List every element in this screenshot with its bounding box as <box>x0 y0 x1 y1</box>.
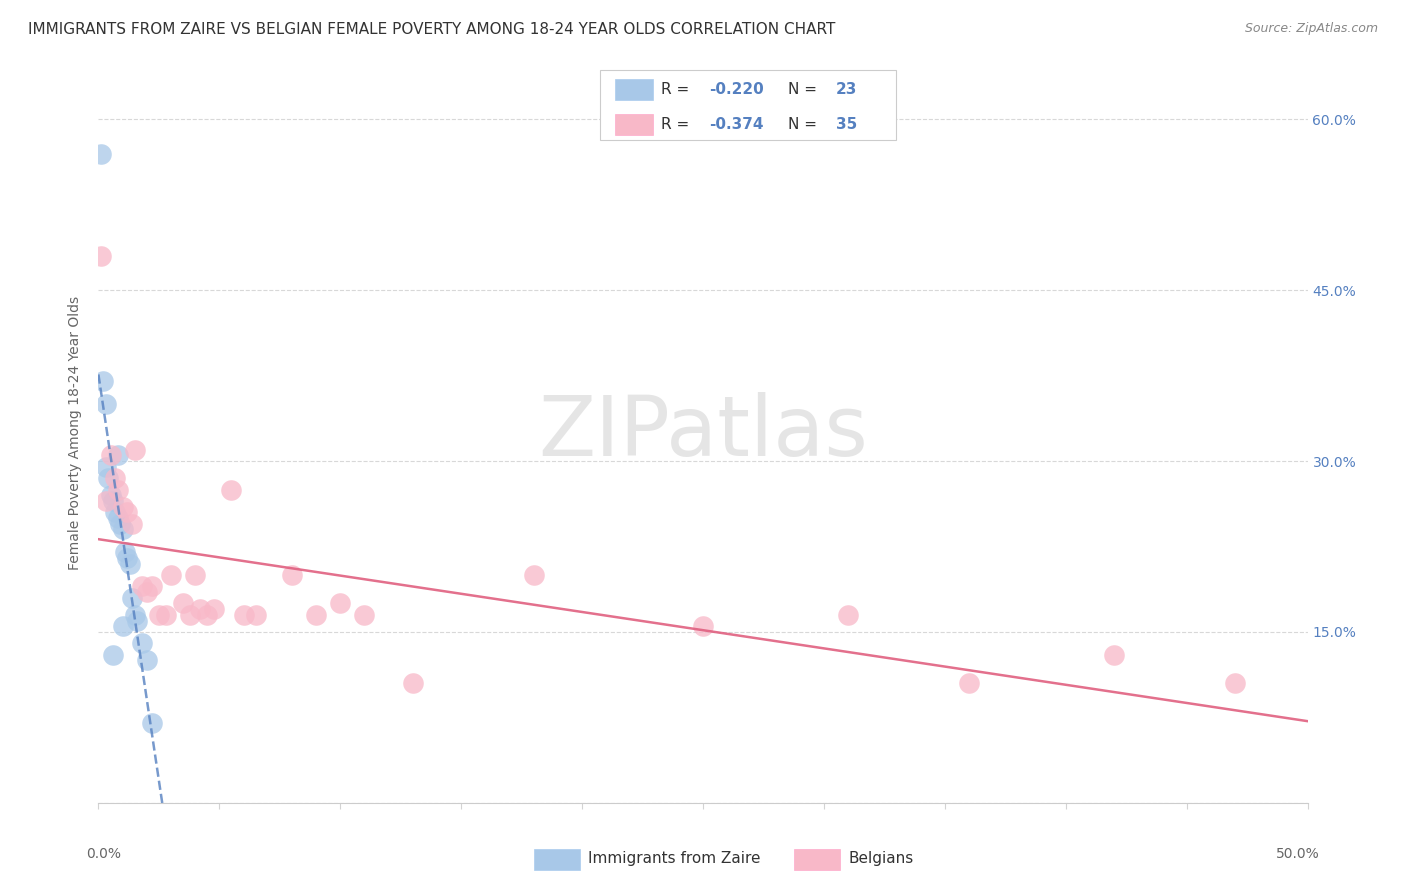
FancyBboxPatch shape <box>614 114 654 136</box>
Text: N =: N = <box>787 82 821 97</box>
FancyBboxPatch shape <box>614 79 654 100</box>
Point <box>107 483 129 497</box>
Point <box>160 568 183 582</box>
Point <box>1102 648 1125 662</box>
Text: 50.0%: 50.0% <box>1275 847 1320 861</box>
Point <box>104 505 127 519</box>
Point <box>111 500 134 514</box>
Point <box>118 557 141 571</box>
Point <box>108 516 131 531</box>
Text: IMMIGRANTS FROM ZAIRE VS BELGIAN FEMALE POVERTY AMONG 18-24 YEAR OLDS CORRELATIO: IMMIGRANTS FROM ZAIRE VS BELGIAN FEMALE … <box>28 22 835 37</box>
Text: Belgians: Belgians <box>848 851 914 866</box>
Point <box>1223 676 1246 690</box>
FancyBboxPatch shape <box>600 70 897 140</box>
Point <box>111 523 134 537</box>
Point <box>101 494 124 508</box>
Point <box>94 494 117 508</box>
Point <box>232 607 254 622</box>
Point <box>523 568 546 582</box>
Point <box>124 607 146 622</box>
Point <box>117 550 139 565</box>
Point <box>184 568 207 582</box>
Point <box>107 511 129 525</box>
Point <box>179 607 201 622</box>
Point <box>107 449 129 463</box>
Point <box>329 597 352 611</box>
Point <box>94 397 117 411</box>
Point <box>100 449 122 463</box>
Point <box>121 591 143 605</box>
Point <box>281 568 304 582</box>
Text: Immigrants from Zaire: Immigrants from Zaire <box>588 851 761 866</box>
Point <box>111 619 134 633</box>
Text: R =: R = <box>661 117 693 132</box>
Point <box>101 648 124 662</box>
Point <box>957 676 980 690</box>
Point <box>221 483 243 497</box>
FancyBboxPatch shape <box>534 849 579 871</box>
Text: 23: 23 <box>837 82 858 97</box>
Point <box>141 579 163 593</box>
Point <box>131 636 153 650</box>
Text: R =: R = <box>661 82 693 97</box>
Point <box>148 607 170 622</box>
Point <box>97 471 120 485</box>
Point <box>155 607 177 622</box>
Point <box>135 653 157 667</box>
Text: 35: 35 <box>837 117 858 132</box>
Point <box>94 459 117 474</box>
Point <box>245 607 267 622</box>
Point <box>91 375 114 389</box>
Point <box>195 607 218 622</box>
Point <box>124 442 146 457</box>
Point <box>117 505 139 519</box>
Y-axis label: Female Poverty Among 18-24 Year Olds: Female Poverty Among 18-24 Year Olds <box>69 295 83 570</box>
Point <box>131 579 153 593</box>
Point <box>114 545 136 559</box>
Point <box>104 471 127 485</box>
Text: 0.0%: 0.0% <box>86 847 121 861</box>
Point <box>204 602 226 616</box>
Point <box>141 716 163 731</box>
Text: N =: N = <box>787 117 821 132</box>
Point <box>402 676 425 690</box>
Point <box>127 614 149 628</box>
Text: Source: ZipAtlas.com: Source: ZipAtlas.com <box>1244 22 1378 36</box>
Point <box>90 249 112 263</box>
Point <box>305 607 328 622</box>
Point <box>188 602 211 616</box>
Point <box>692 619 714 633</box>
Point <box>121 516 143 531</box>
Text: ZIPatlas: ZIPatlas <box>538 392 868 473</box>
Text: -0.220: -0.220 <box>709 82 763 97</box>
Point <box>353 607 375 622</box>
FancyBboxPatch shape <box>793 849 839 871</box>
Point <box>90 146 112 161</box>
Point <box>172 597 194 611</box>
Point <box>135 585 157 599</box>
Point <box>100 488 122 502</box>
Point <box>837 607 859 622</box>
Text: -0.374: -0.374 <box>709 117 763 132</box>
